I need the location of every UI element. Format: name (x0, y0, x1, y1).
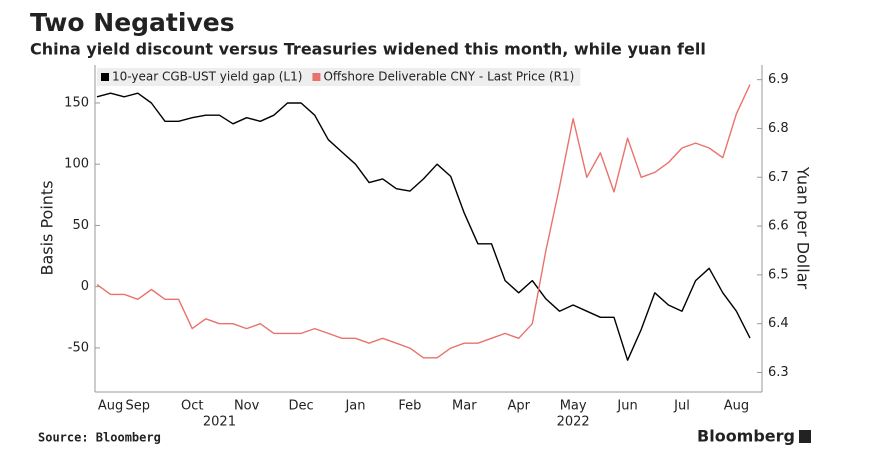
chart-title: Two Negatives (30, 8, 235, 37)
y2-tick-label: 6.3 (768, 365, 789, 380)
x-tick-label: Jun (616, 399, 637, 414)
y2-axis-title: Yuan per Dollar (794, 166, 813, 290)
source: Source: Bloomberg (38, 431, 161, 445)
x-tick-label: Apr (507, 399, 530, 414)
y2-tick-label: 6.7 (768, 170, 789, 185)
x-tick-label: Nov (234, 399, 260, 414)
x-year-label: 2021 (203, 415, 236, 430)
x-tick-label: Jul (673, 399, 690, 414)
x-tick-label: Oct (181, 399, 203, 414)
legend-label: 10-year CGB-UST yield gap (L1) (112, 70, 302, 84)
series-line (96, 92, 751, 361)
y2-tick-label: 6.8 (768, 121, 789, 136)
chart-subtitle: China yield discount versus Treasuries w… (30, 40, 706, 59)
x-tick-label: Sep (126, 399, 151, 414)
brand: Bloomberg (697, 427, 795, 446)
x-tick-label: Dec (288, 399, 313, 414)
y2-tick-label: 6.6 (768, 219, 789, 234)
legend-box (97, 68, 581, 86)
x-tick-label: Feb (398, 399, 421, 414)
y2-tick-label: 6.9 (768, 72, 789, 87)
y-tick-label: 0 (81, 279, 89, 294)
x-tick-label: Jan (344, 399, 365, 414)
y-tick-label: 100 (64, 157, 89, 172)
y-tick-label: 150 (64, 95, 89, 110)
y-tick-label: 50 (72, 218, 89, 233)
y-axis-title: Basis Points (38, 180, 57, 275)
x-year-label: 2022 (557, 415, 590, 430)
x-tick-label: Aug (724, 399, 749, 414)
y-tick-label: -50 (68, 340, 89, 355)
y2-tick-label: 6.4 (768, 316, 789, 331)
x-tick-label: May (560, 399, 587, 414)
x-tick-label: Mar (452, 399, 477, 414)
legend-swatch (312, 73, 321, 81)
brand-icon (799, 430, 811, 443)
legend-swatch (101, 73, 109, 81)
series-line (96, 84, 751, 359)
x-tick-label: Aug (98, 399, 123, 414)
legend-label: Offshore Deliverable CNY - Last Price (R… (323, 70, 574, 84)
y2-tick-label: 6.5 (768, 267, 789, 282)
